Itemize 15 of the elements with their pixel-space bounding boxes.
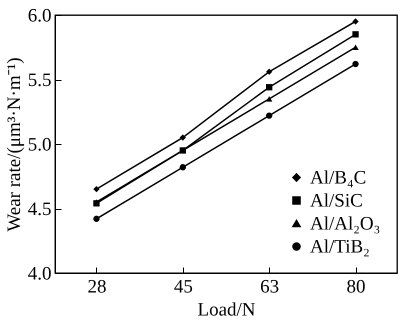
legend-label: Al/Al₂O₃ [310, 214, 380, 234]
y-tick-label: 6.0 [28, 6, 52, 26]
y-tick-label: 5.5 [28, 70, 52, 91]
x-tick-label: 63 [260, 276, 280, 298]
y-tick-label: 4.0 [28, 264, 52, 284]
x-tick-label: 28 [87, 276, 106, 298]
y-axis-title: Wear rate/(μm³·N·m⁻¹) [4, 57, 25, 232]
legend-label: Al/SiC [310, 190, 363, 212]
y-tick-label: 5.0 [28, 134, 52, 156]
x-tick-label: 80 [346, 276, 366, 298]
legend-label: Al/B₄C [310, 168, 366, 188]
y-tick-label: 4.5 [28, 199, 52, 220]
x-tick-label: 45 [174, 276, 193, 298]
x-axis-title: Load/N [197, 300, 256, 320]
legend-label: Al/TiB₂ [310, 236, 370, 258]
